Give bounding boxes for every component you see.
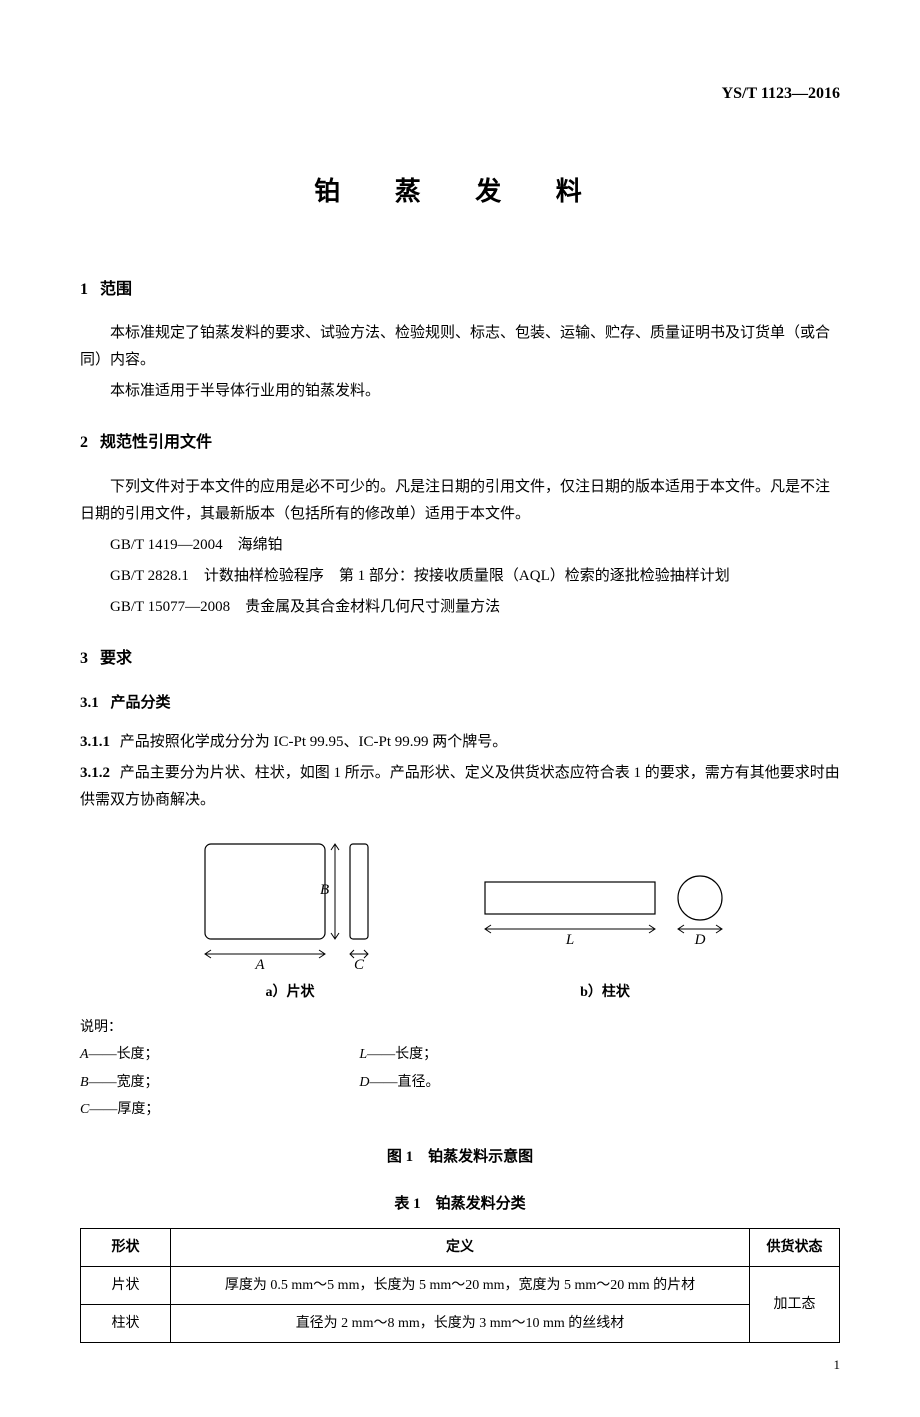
legend-D: D——直径。 [359,1070,439,1095]
svg-text:B: B [320,882,329,898]
legend-B: B——宽度； [80,1070,159,1095]
section-1-para-1: 本标准规定了铂蒸发料的要求、试验方法、检验规则、标志、包装、运输、贮存、质量证明… [80,320,840,374]
legend-right-col: L——长度； D——直径。 [359,1042,439,1124]
table-row-1: 片状 厚度为 0.5 mm～5 mm，长度为 5 mm～20 mm，宽度为 5 … [81,1267,840,1305]
legend-C-text: ——厚度； [89,1102,159,1117]
item-3-1-2: 3.1.2 产品主要分为片状、柱状，如图 1 所示。产品形状、定义及供货状态应符… [80,760,840,814]
item-3-1-2-text: 产品主要分为片状、柱状，如图 1 所示。产品形状、定义及供货状态应符合表 1 的… [80,765,840,808]
item-3-1-2-num: 3.1.2 [80,765,110,781]
subsection-3-1-num: 3.1 [80,695,99,711]
legend-A: A——长度； [80,1042,159,1067]
section-1-title: 范围 [100,281,132,298]
figure-1-b-label: b）柱状 [475,980,735,1005]
legend-A-var: A [80,1047,89,1062]
main-title: 铂 蒸 发 料 [80,169,840,216]
table-h1: 形状 [81,1228,171,1266]
svg-text:A: A [254,957,265,973]
legend-D-var: D [359,1075,369,1090]
legend-C: C——厚度； [80,1097,159,1122]
section-2-ref-2: GB/T 2828.1 计数抽样检验程序 第 1 部分：按接收质量限（AQL）检… [80,563,840,590]
subsection-3-1-title: 产品分类 [111,695,171,711]
section-2-heading: 2 规范性引用文件 [80,429,840,458]
figure-1: B A C a）片状 [80,834,840,1005]
table-h2: 定义 [171,1228,750,1266]
legend-B-text: ——宽度； [89,1075,159,1090]
legend-L-text: ——长度； [367,1047,437,1062]
table-r2-c2: 直径为 2 mm～8 mm，长度为 3 mm～10 mm 的丝线材 [171,1305,750,1343]
page-number: 1 [80,1353,840,1376]
figure-1-a-label: a）片状 [185,980,395,1005]
table-1: 形状 定义 供货状态 片状 厚度为 0.5 mm～5 mm，长度为 5 mm～2… [80,1228,840,1344]
legend-A-text: ——长度； [89,1047,159,1062]
table-row-2: 柱状 直径为 2 mm～8 mm，长度为 3 mm～10 mm 的丝线材 [81,1305,840,1343]
section-1-para-2: 本标准适用于半导体行业用的铂蒸发料。 [80,378,840,405]
svg-text:D: D [694,932,706,948]
figure-1-b: L D b）柱状 [475,834,735,1005]
section-2-ref-1: GB/T 1419—2004 海绵铂 [80,532,840,559]
section-3-num: 3 [80,650,88,667]
section-2-title: 规范性引用文件 [100,434,212,451]
section-1-heading: 1 范围 [80,276,840,305]
figure-1-a: B A C a）片状 [185,834,395,1005]
section-3-title: 要求 [100,650,132,667]
table-r1-c1: 片状 [81,1267,171,1305]
figure-1-b-svg: L D [475,834,735,974]
section-3-heading: 3 要求 [80,645,840,674]
table-1-caption: 表 1 铂蒸发料分类 [80,1191,840,1218]
item-3-1-1: 3.1.1 产品按照化学成分分为 IC-Pt 99.95、IC-Pt 99.99… [80,729,840,756]
section-1-num: 1 [80,281,88,298]
legend-L-var: L [359,1047,367,1062]
legend-L: L——长度； [359,1042,439,1067]
doc-id-header: YS/T 1123—2016 [80,80,840,109]
table-r2-c1: 柱状 [81,1305,171,1343]
figure-1-legend: 说明： A——长度； B——宽度； C——厚度； L——长度； D——直径。 [80,1015,840,1124]
legend-left-col: A——长度； B——宽度； C——厚度； [80,1042,159,1124]
legend-D-text: ——直径。 [369,1075,439,1090]
svg-text:L: L [565,932,574,948]
table-r1-c2: 厚度为 0.5 mm～5 mm，长度为 5 mm～20 mm，宽度为 5 mm～… [171,1267,750,1305]
legend-title: 说明： [80,1015,840,1040]
figure-1-caption: 图 1 铂蒸发料示意图 [80,1144,840,1171]
table-merged-status: 加工态 [750,1267,840,1343]
item-3-1-1-num: 3.1.1 [80,734,110,750]
svg-text:C: C [354,957,365,973]
table-header-row: 形状 定义 供货状态 [81,1228,840,1266]
section-2-ref-3: GB/T 15077—2008 贵金属及其合金材料几何尺寸测量方法 [80,594,840,621]
subsection-3-1-heading: 3.1 产品分类 [80,690,840,717]
table-h3: 供货状态 [750,1228,840,1266]
legend-C-var: C [80,1102,89,1117]
section-2-para-1: 下列文件对于本文件的应用是必不可少的。凡是注日期的引用文件，仅注日期的版本适用于… [80,474,840,528]
figure-1-a-svg: B A C [185,834,395,974]
item-3-1-1-text: 产品按照化学成分分为 IC-Pt 99.95、IC-Pt 99.99 两个牌号。 [120,734,508,750]
section-2-num: 2 [80,434,88,451]
legend-B-var: B [80,1075,89,1090]
